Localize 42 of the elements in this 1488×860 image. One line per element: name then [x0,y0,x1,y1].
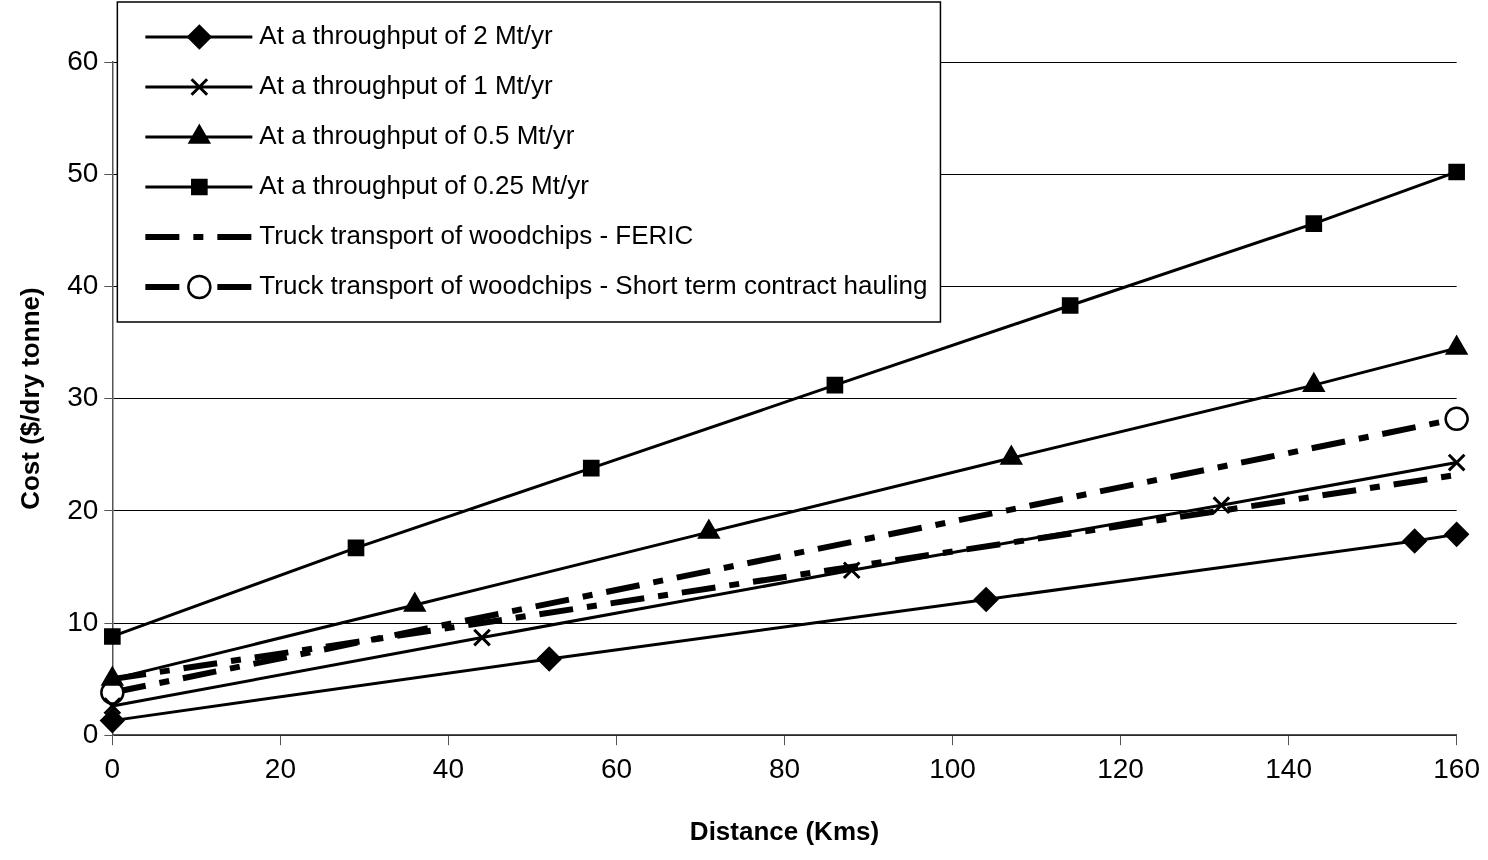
point [103,696,122,716]
x-tick-label: 120 [1097,752,1144,784]
point [973,587,999,612]
point [826,376,844,394]
legend-label: Truck transport of woodchips - FERIC [259,220,694,251]
point [1444,406,1469,432]
x-tick-label: 40 [432,752,464,784]
x-tick-label: 160 [1433,752,1480,784]
legend-label: At a throughput of 0.5 Mt/yr [259,120,575,151]
point [104,628,121,645]
x-tick-label: 140 [1265,752,1312,784]
y-axis-title: Cost ($/dry tonne) [14,287,45,510]
point [842,560,861,580]
x-tick-label: 100 [929,752,976,784]
y-tick-label: 40 [67,269,99,301]
point [1448,163,1465,181]
point [472,628,492,647]
x-tick-label: 20 [264,752,296,784]
legend-label: Truck transport of woodchips - Short term contract hauling [259,270,928,301]
point [582,459,600,477]
y-tick-label: 60 [67,44,99,76]
legend-label: At a throughput of 2 Mt/yr [259,20,554,51]
legend-label: At a throughput of 0.25 Mt/yr [259,170,590,201]
point [536,646,562,672]
y-tick-label: 10 [67,605,99,637]
x-tick-label: 80 [768,752,801,784]
point [1061,297,1079,314]
point [1444,522,1469,547]
point [1212,495,1231,515]
point [1305,215,1323,232]
y-tick-label: 50 [67,156,99,188]
point [1447,453,1466,472]
y-tick-label: 0 [82,717,99,749]
x-tick-label: 0 [104,752,121,784]
y-tick-label: 20 [67,493,99,525]
x-axis-title: Distance (Kms) [689,815,880,846]
point [1402,528,1427,554]
x-tick-label: 60 [600,752,633,784]
point [347,539,365,557]
legend-label: At a throughput of 1 Mt/yr [259,70,554,101]
point [100,708,125,733]
y-tick-label: 30 [67,381,99,413]
